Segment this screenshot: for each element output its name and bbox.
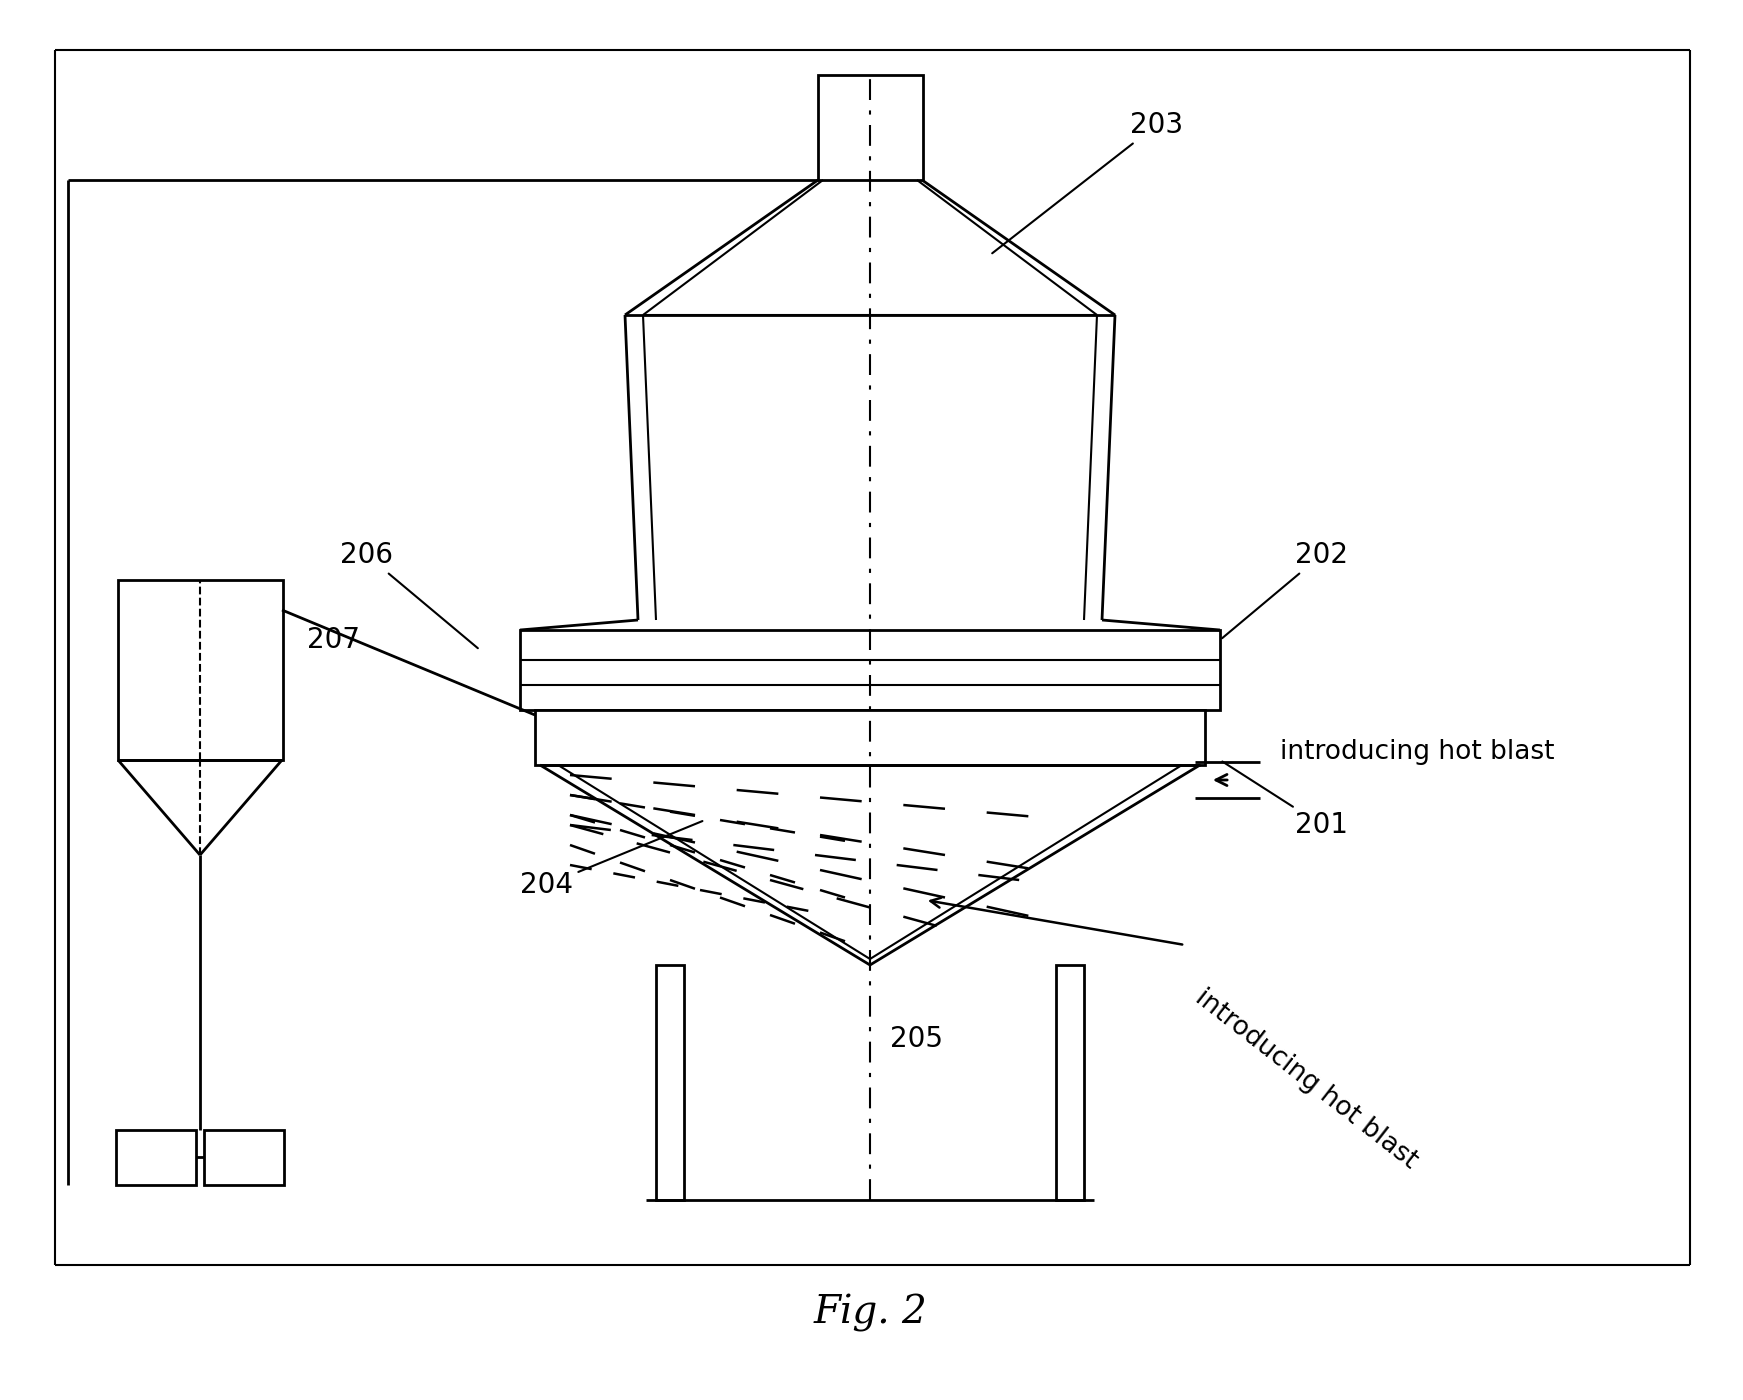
Bar	[204, 1130, 284, 1184]
Text: Fig. 2: Fig. 2	[814, 1294, 927, 1331]
Text: introducing hot blast: introducing hot blast	[1190, 986, 1422, 1175]
Bar	[1056, 965, 1084, 1200]
Bar	[535, 710, 1204, 764]
Text: 203: 203	[992, 111, 1183, 253]
Text: 201: 201	[1222, 762, 1347, 839]
Text: introducing hot blast: introducing hot blast	[1279, 739, 1555, 764]
Text: 202: 202	[1222, 540, 1347, 638]
Bar	[119, 580, 282, 760]
Bar	[655, 965, 683, 1200]
Text: 207: 207	[307, 626, 361, 654]
Bar	[817, 76, 924, 181]
Bar	[117, 1130, 195, 1184]
Text: 204: 204	[519, 820, 702, 899]
Bar	[519, 630, 1220, 710]
Text: 205: 205	[891, 1025, 943, 1053]
Text: 206: 206	[340, 540, 478, 648]
